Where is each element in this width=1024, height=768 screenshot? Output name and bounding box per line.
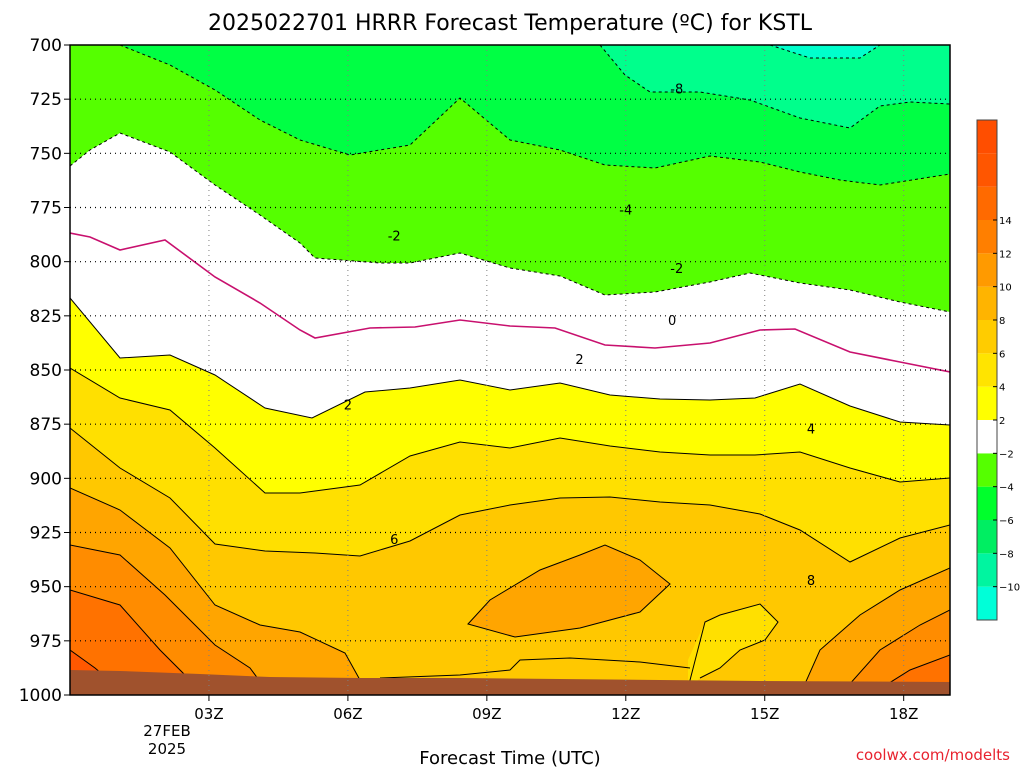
isotherm-8-right [799, 567, 950, 695]
y-tick-label: 950 [30, 578, 62, 598]
isotherm-8-blob [467, 544, 671, 638]
colorbar-tick-label: −6 [999, 516, 1014, 527]
colorbar-tick-label: 8 [999, 316, 1005, 327]
isotherm-minus8-top [769, 45, 881, 59]
colorbar-segment [977, 453, 997, 487]
colorbar-segment [977, 186, 997, 220]
isotherm-minus6 [119, 45, 950, 186]
colorbar-segment [977, 120, 997, 154]
y-tick-label: 725 [30, 90, 62, 110]
y-tick-label: 750 [30, 144, 62, 164]
x-axis-label: Forecast Time (UTC) [419, 748, 600, 768]
isotherm-label: 8 [807, 574, 815, 589]
colorbar-tick-label: 10 [999, 283, 1012, 294]
isotherm-minus2 [70, 132, 950, 313]
colorbar-segment [977, 553, 997, 587]
y-tick-label: 700 [30, 36, 62, 56]
isotherm-lines [70, 45, 950, 695]
colorbar-frame [976, 119, 998, 621]
colorbar: 14 12 10 8 6 4 2 −2 −4 −6 −8 −10 [976, 119, 1020, 621]
y-tick-label: 825 [30, 307, 62, 327]
isotherm-label: -2 [670, 262, 683, 277]
colorbar-segment [977, 386, 997, 420]
isotherm-10-right [839, 609, 950, 695]
chart-title: 2025022701 HRRR Forecast Temperature (ºC… [208, 11, 813, 36]
x-axis: 03Z 06Z 09Z 12Z 15Z 18Z [194, 695, 918, 723]
colorbar-segment [977, 153, 997, 187]
fill-12-to-14-left [70, 590, 205, 695]
x-tick-label: 03Z [194, 705, 223, 723]
y-tick-label: 775 [30, 199, 62, 219]
isotherm-12-left [70, 589, 201, 691]
y-tick-label: 800 [30, 253, 62, 273]
isotherm-label: 6 [390, 533, 398, 548]
fill-8-to-10-blob [468, 545, 670, 637]
colorbar-tick-label: −2 [999, 449, 1014, 460]
plot-area: -8 -4 -2 -2 0 2 2 4 6 8 [70, 45, 950, 695]
colorbar-tick-label: 4 [999, 383, 1005, 394]
y-tick-label: 975 [30, 632, 62, 652]
grid-lines [70, 45, 950, 695]
isotherm-6 [70, 427, 950, 563]
isotherm-label: 0 [668, 314, 676, 329]
isotherm-label: 2 [344, 399, 352, 414]
isotherm-8-left [70, 487, 361, 681]
x-tick-label: 06Z [333, 705, 362, 723]
colorbar-tick-label: 6 [999, 349, 1005, 360]
colorbar-tick-label: −4 [999, 483, 1014, 494]
colorbar-segment [977, 320, 997, 354]
colorbar-tick-label: 14 [999, 216, 1012, 227]
y-tick-label: 850 [30, 361, 62, 381]
x-tick-label: 15Z [750, 705, 779, 723]
isotherm-2 [70, 297, 950, 426]
colorbar-segment [977, 353, 997, 387]
colorbar-segment [977, 286, 997, 320]
colorbar-segment [977, 220, 997, 254]
x-date-label-day: 27FEB [143, 722, 190, 740]
x-tick-label: 09Z [472, 705, 501, 723]
y-tick-label: 925 [30, 524, 62, 544]
isotherm-zero [70, 232, 950, 373]
y-tick-label: 1000 [19, 686, 62, 706]
isotherm-label: 4 [807, 423, 815, 438]
colorbar-segment [977, 520, 997, 554]
x-date-label-year: 2025 [148, 740, 186, 758]
isotherm-6-lower [379, 657, 691, 679]
isotherm-4 [70, 367, 950, 494]
colorbar-tick-label: 12 [999, 249, 1012, 260]
ground-layer [70, 670, 950, 695]
isotherm-6-pocket [687, 603, 779, 689]
y-axis: 700 725 750 775 800 825 850 875 900 925 950 975 1000 [19, 36, 70, 706]
colorbar-tick-label: −10 [999, 583, 1020, 594]
isotherm-labels: -8 -4 -2 -2 0 2 2 4 6 8 [344, 82, 815, 589]
isotherm-label: 2 [575, 353, 583, 368]
x-tick-label: 12Z [611, 705, 640, 723]
x-tick-label: 18Z [889, 705, 918, 723]
colorbar-segment [977, 586, 997, 620]
isotherm-label: -4 [619, 204, 632, 219]
credit-text: coolwx.com/modelts [856, 746, 1010, 764]
colorbar-segment [977, 420, 997, 454]
y-tick-label: 900 [30, 469, 62, 489]
isotherm-10-left [70, 544, 271, 695]
colorbar-segment [977, 486, 997, 520]
colorbar-segment [977, 253, 997, 287]
y-tick-label: 875 [30, 415, 62, 435]
isotherm-label: -2 [388, 230, 401, 245]
isotherm-minus8 [599, 45, 950, 129]
isotherm-label: -8 [670, 82, 683, 97]
colorbar-tick-label: −8 [999, 549, 1014, 560]
colorbar-tick-label: 2 [999, 416, 1005, 427]
